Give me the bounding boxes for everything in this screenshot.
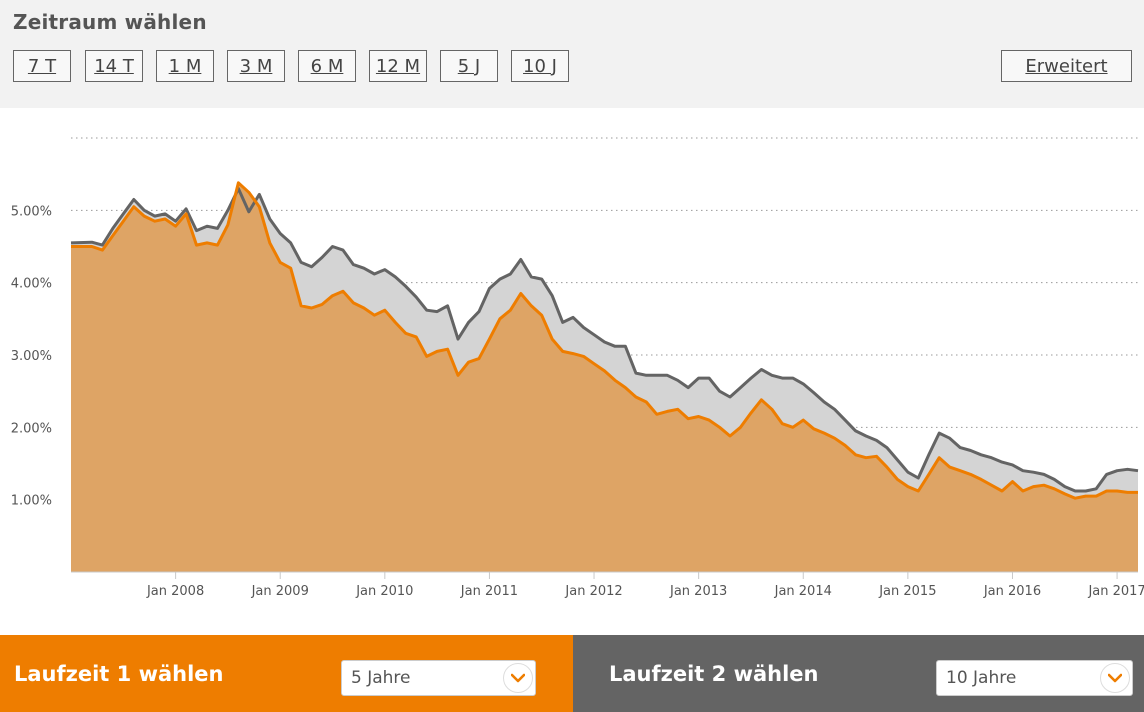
range-button-10j[interactable]: 10 J — [511, 50, 569, 82]
y-axis-labels: 1.00% 2.00% 3.00% 4.00% 5.00% — [11, 204, 52, 508]
range-button-3m[interactable]: 3 M — [227, 50, 285, 82]
term2-panel: Laufzeit 2 wählen 10 Jahre — [573, 635, 1144, 712]
x-tick-label: Jan 2014 — [774, 584, 832, 599]
period-title: Zeitraum wählen — [13, 10, 207, 34]
gray-series-line — [70, 187, 1139, 493]
range-button-1m[interactable]: 1 M — [156, 50, 214, 82]
x-tick-label: Jan 2015 — [878, 584, 936, 599]
y-tick-label: 1.00% — [11, 494, 52, 509]
term1-select[interactable]: 5 Jahre — [341, 660, 536, 696]
x-tick-label: Jan 2012 — [564, 584, 622, 599]
term2-select[interactable]: 10 Jahre — [936, 660, 1133, 696]
y-tick-label: 3.00% — [11, 349, 52, 364]
orange-series-area — [71, 182, 1138, 573]
x-axis-ticks — [175, 572, 1118, 579]
range-button-7t[interactable]: 7 T — [13, 50, 71, 82]
y-tick-label: 4.00% — [11, 277, 52, 292]
x-tick-label: Jan 2013 — [669, 584, 727, 599]
x-axis-labels: Jan 2008 Jan 2009 Jan 2010 Jan 2011 Jan 2012… — [146, 584, 1144, 599]
range-button-5j[interactable]: 5 J — [440, 50, 498, 82]
x-tick-label: Jan 2017 — [1087, 584, 1144, 599]
chevron-down-icon[interactable] — [503, 663, 533, 693]
term1-select-value: 5 Jahre — [351, 668, 411, 688]
x-tick-label: Jan 2010 — [355, 584, 413, 599]
series-lines — [70, 181, 1139, 500]
y-tick-label: 2.00% — [11, 421, 52, 436]
period-panel: Zeitraum wählen 7 T 14 T 1 M 3 M 6 M 12 … — [0, 0, 1144, 108]
range-button-6m[interactable]: 6 M — [298, 50, 356, 82]
extended-button[interactable]: Erweitert — [1001, 50, 1132, 82]
x-tick-label: Jan 2009 — [251, 584, 309, 599]
series-areas — [71, 182, 1138, 573]
orange-series-line — [71, 181, 1138, 500]
x-tick-label: Jan 2008 — [146, 584, 204, 599]
range-button-14t[interactable]: 14 T — [85, 50, 143, 82]
term1-panel: Laufzeit 1 wählen 5 Jahre — [0, 635, 573, 712]
chevron-down-icon[interactable] — [1100, 663, 1130, 693]
yield-chart: 1.00%2.00%3.00%4.00%5.00% Jan 2008 Jan 20… — [11, 137, 1144, 599]
term2-label: Laufzeit 2 wählen — [609, 661, 819, 686]
term1-label: Laufzeit 1 wählen — [14, 661, 224, 686]
x-tick-label: Jan 2011 — [460, 584, 518, 599]
term2-select-value: 10 Jahre — [946, 668, 1017, 688]
range-button-12m[interactable]: 12 M — [369, 50, 427, 82]
y-tick-label: 5.00% — [11, 204, 52, 219]
x-tick-label: Jan 2016 — [983, 584, 1041, 599]
